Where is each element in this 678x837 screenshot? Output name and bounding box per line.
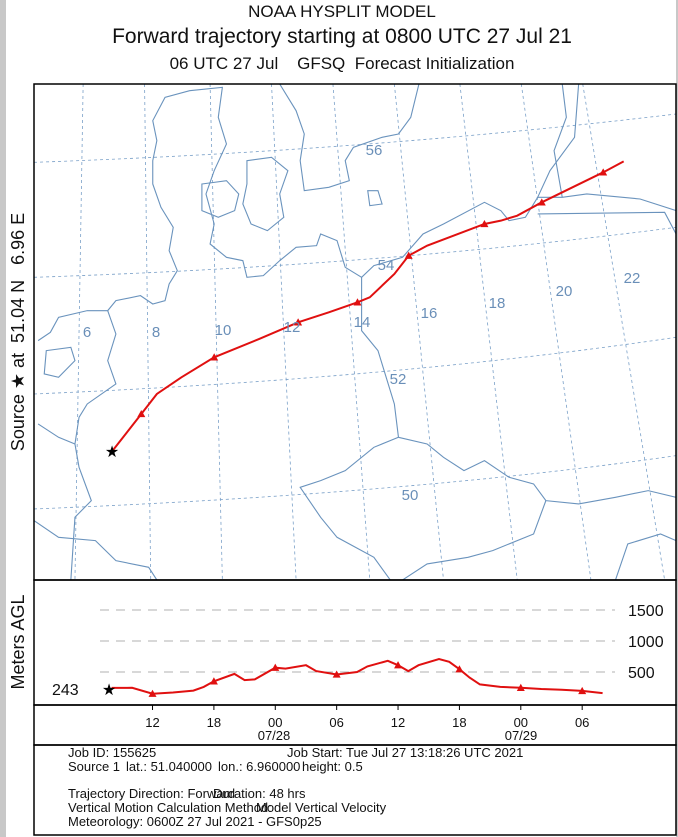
lon-label: 18 xyxy=(489,295,506,312)
time-tick-label: 00 xyxy=(514,715,528,730)
trajectory-marker xyxy=(137,409,146,418)
lon-label: 10 xyxy=(215,322,232,339)
lon-label: 16 xyxy=(421,305,438,322)
source-id: Source 1 xyxy=(68,759,120,774)
title-sub: 06 UTC 27 Jul GFSQ Forecast Initializati… xyxy=(170,54,515,73)
coastlines-borders xyxy=(34,84,676,580)
height-marker xyxy=(332,670,341,678)
height-panel: 1500 1000 500 243 ★ xyxy=(33,579,677,706)
duration: Duration: 48 hrs xyxy=(213,786,306,801)
job-start: Job Start: Tue Jul 27 13:18:26 UTC 2021 xyxy=(287,745,523,760)
y-tick-1500: 1500 xyxy=(628,603,664,620)
trajectory-line xyxy=(113,161,624,450)
title-main: Forward trajectory starting at 0800 UTC … xyxy=(112,25,572,48)
date-label: 07/29 xyxy=(505,728,538,743)
height-marker xyxy=(516,683,525,692)
lon-label: 22 xyxy=(624,270,641,287)
time-tick-label: 12 xyxy=(145,715,159,730)
graticule xyxy=(34,84,676,580)
time-tick-label: 06 xyxy=(329,715,343,730)
info-panel: Job ID: 155625 Job Start: Tue Jul 27 13:… xyxy=(33,744,677,836)
time-tick-label: 06 xyxy=(575,715,589,730)
title-model: NOAA HYSPLIT MODEL xyxy=(248,2,436,21)
height-axis-label: Meters AGL xyxy=(8,594,28,689)
trajectory-marker xyxy=(353,298,362,306)
lon-label: 14 xyxy=(354,314,371,331)
graticule-labels: 56 54 52 50 6 8 10 12 14 16 18 20 22 xyxy=(83,142,641,504)
time-tick-label: 18 xyxy=(452,715,466,730)
lon-label: 12 xyxy=(284,319,301,336)
lat-label: 52 xyxy=(390,371,407,388)
vertical-method-value: Model Vertical Velocity xyxy=(256,800,387,815)
time-tick-label: 00 xyxy=(268,715,282,730)
left-edge xyxy=(0,0,6,837)
height-marker xyxy=(271,663,280,671)
time-tick-label: 18 xyxy=(207,715,221,730)
source-lat: lat.: 51.040000 xyxy=(126,759,212,774)
time-axis: 12 18 00 06 12 18 00 06 07/28 07/29 xyxy=(33,704,677,746)
trajectory-marker xyxy=(599,168,608,176)
height-marker xyxy=(148,689,157,697)
trajectory-marker xyxy=(480,219,489,228)
job-id: Job ID: 155625 xyxy=(68,745,156,760)
lat-label: 56 xyxy=(366,142,383,159)
height-marker xyxy=(394,661,403,669)
trajectory-marker xyxy=(404,251,413,259)
height-start-star-icon: ★ xyxy=(102,682,116,699)
lat-label: 50 xyxy=(402,487,419,504)
source-lon: lon.: 6.960000 xyxy=(218,759,300,774)
source-height: height: 0.5 xyxy=(302,759,363,774)
source-star-icon: ★ xyxy=(105,444,119,461)
height-line xyxy=(112,659,603,694)
trajectory-direction: Trajectory Direction: Forward xyxy=(68,786,235,801)
height-marker xyxy=(209,677,218,685)
vertical-method-label: Vertical Motion Calculation Method: xyxy=(68,800,272,815)
right-edge xyxy=(676,0,678,837)
time-tick-label: 12 xyxy=(391,715,405,730)
height-marker xyxy=(455,665,464,673)
trajectory-marker xyxy=(294,318,303,326)
start-height-label: 243 xyxy=(52,682,79,699)
map-frame xyxy=(33,83,677,581)
meteorology: Meteorology: 0600Z 27 Jul 2021 - GFS0p25 xyxy=(68,814,322,829)
lat-label: 54 xyxy=(378,257,395,274)
lon-label: 6 xyxy=(83,324,91,341)
lon-label: 8 xyxy=(152,324,160,341)
y-tick-500: 500 xyxy=(628,665,655,682)
date-label: 07/28 xyxy=(258,728,291,743)
lon-label: 20 xyxy=(556,283,573,300)
height-marker xyxy=(578,686,587,695)
trajectory xyxy=(113,161,624,450)
y-tick-1000: 1000 xyxy=(628,634,664,651)
trajectory-marker xyxy=(210,353,219,361)
map-panel: ★ 56 54 52 50 6 8 10 12 14 16 18 20 22 xyxy=(33,83,677,581)
trajectory-marker xyxy=(537,198,546,206)
source-label: Source ★ at 51.04 N 6.96 E xyxy=(8,213,28,451)
